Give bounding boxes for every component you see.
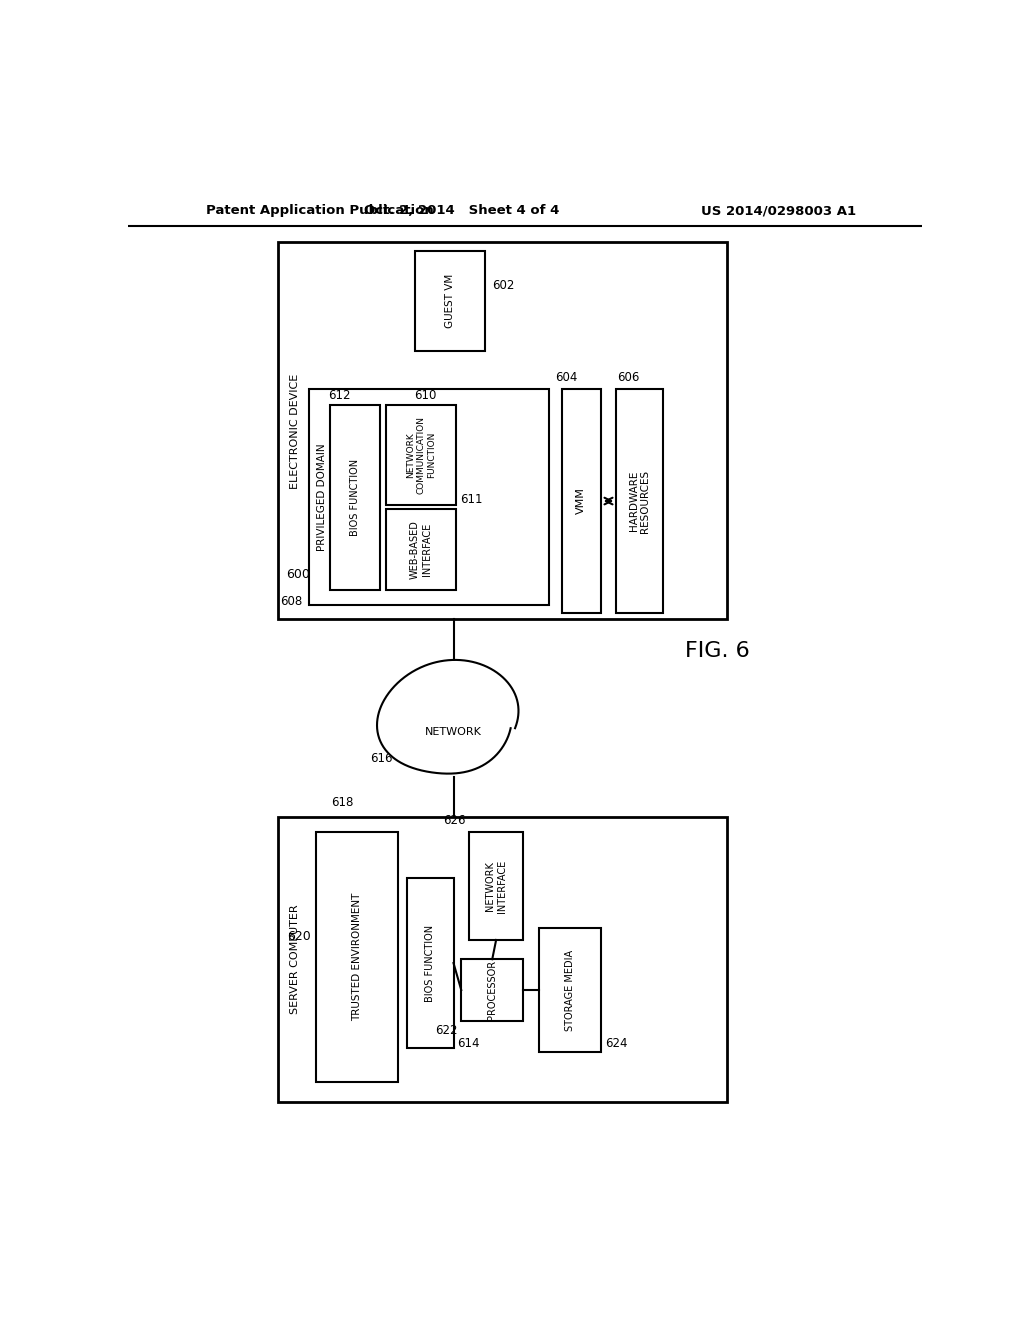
Ellipse shape <box>453 681 495 726</box>
Bar <box>278 817 727 1102</box>
Text: NETWORK
COMMUNICATION
FUNCTION: NETWORK COMMUNICATION FUNCTION <box>407 416 436 494</box>
Text: 614: 614 <box>458 1038 480 1051</box>
Text: 624: 624 <box>604 1038 627 1051</box>
Text: 626: 626 <box>442 814 465 828</box>
Bar <box>386 508 456 590</box>
Ellipse shape <box>472 700 510 739</box>
Text: TRUSTED ENVIRONMENT: TRUSTED ENVIRONMENT <box>352 894 362 1022</box>
Bar <box>461 960 523 1020</box>
Text: 600: 600 <box>287 568 310 581</box>
Text: 606: 606 <box>616 371 639 384</box>
Bar <box>386 405 456 506</box>
Text: SERVER COMPUTER: SERVER COMPUTER <box>290 904 300 1014</box>
Bar <box>316 832 397 1082</box>
Text: 622: 622 <box>435 1023 458 1036</box>
Text: PRIVILEGED DOMAIN: PRIVILEGED DOMAIN <box>316 444 327 550</box>
Text: Patent Application Publication: Patent Application Publication <box>206 205 433 218</box>
Bar <box>616 389 663 612</box>
Text: NETWORK
INTERFACE: NETWORK INTERFACE <box>485 859 507 912</box>
Bar <box>308 389 549 605</box>
Text: 612: 612 <box>329 389 351 403</box>
Text: 618: 618 <box>331 796 353 809</box>
Text: ELECTRONIC DEVICE: ELECTRONIC DEVICE <box>290 374 300 490</box>
Text: VMM: VMM <box>577 487 587 515</box>
Ellipse shape <box>424 675 471 723</box>
Text: HARDWARE
RESOURCES: HARDWARE RESOURCES <box>629 470 650 532</box>
Bar <box>415 251 484 351</box>
Ellipse shape <box>389 708 425 744</box>
Ellipse shape <box>400 693 506 764</box>
Text: BIOS FUNCTION: BIOS FUNCTION <box>349 458 359 536</box>
Polygon shape <box>377 660 518 774</box>
Text: WEB-BASED
INTERFACE: WEB-BASED INTERFACE <box>411 520 432 578</box>
Text: FIG. 6: FIG. 6 <box>685 642 750 661</box>
Bar <box>330 405 380 590</box>
Text: 616: 616 <box>371 751 393 764</box>
Text: Oct. 2, 2014   Sheet 4 of 4: Oct. 2, 2014 Sheet 4 of 4 <box>364 205 559 218</box>
Text: 604: 604 <box>555 371 578 384</box>
Bar <box>407 878 454 1048</box>
Text: 608: 608 <box>281 594 302 607</box>
Bar <box>562 389 601 612</box>
Bar <box>278 242 727 619</box>
Text: 610: 610 <box>414 389 436 403</box>
Text: NETWORK: NETWORK <box>425 727 482 737</box>
Text: BIOS FUNCTION: BIOS FUNCTION <box>425 924 435 1002</box>
Text: 620: 620 <box>287 929 310 942</box>
Text: US 2014/0298003 A1: US 2014/0298003 A1 <box>701 205 856 218</box>
Bar <box>539 928 601 1052</box>
Text: STORAGE MEDIA: STORAGE MEDIA <box>565 949 574 1031</box>
Text: PROCESSOR: PROCESSOR <box>487 960 498 1020</box>
Text: 611: 611 <box>460 492 482 506</box>
Text: 602: 602 <box>493 279 515 292</box>
Text: GUEST VM: GUEST VM <box>444 273 455 327</box>
Bar <box>469 832 523 940</box>
Ellipse shape <box>402 689 446 735</box>
